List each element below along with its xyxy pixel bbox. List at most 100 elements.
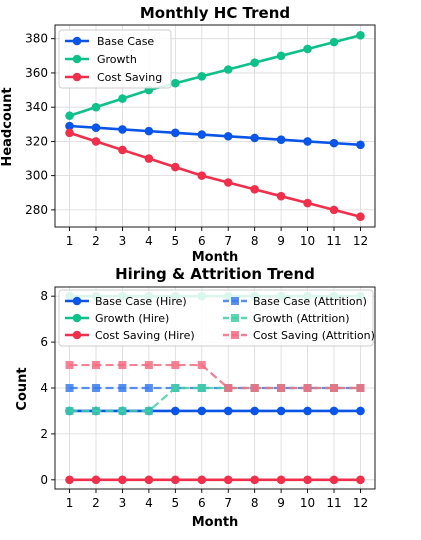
x-tick-label: 11 <box>326 234 341 248</box>
y-tick-label: 6 <box>40 335 48 349</box>
x-tick-label: 8 <box>251 234 259 248</box>
data-point <box>250 185 259 194</box>
data-point <box>171 406 180 416</box>
legend-marker <box>72 313 82 323</box>
y-tick-label: 300 <box>25 169 48 183</box>
legend-item: Cost Saving (Hire) <box>65 329 195 342</box>
x-tick-label: 1 <box>66 496 74 510</box>
legend-marker <box>231 314 239 322</box>
y-tick-label: 2 <box>40 427 48 441</box>
x-tick-label: 7 <box>224 496 232 510</box>
data-point <box>65 111 74 121</box>
legend-item: Growth (Hire) <box>65 312 169 325</box>
data-point <box>171 361 180 370</box>
x-tick-label: 1 <box>66 234 74 248</box>
legend-marker <box>72 54 82 64</box>
data-point <box>303 475 312 485</box>
data-point <box>171 128 180 138</box>
data-point <box>356 212 365 222</box>
data-point <box>144 361 153 370</box>
legend-marker <box>72 36 82 46</box>
legend: Base Case (Hire) Base Case (Attrition) Gro… <box>58 289 375 347</box>
data-point <box>250 406 259 416</box>
data-point <box>91 123 101 133</box>
x-tick-label: 3 <box>119 496 127 510</box>
data-point <box>250 58 259 67</box>
x-tick-label: 8 <box>251 496 259 510</box>
data-point <box>171 162 180 172</box>
series-base-case <box>65 121 365 150</box>
data-point <box>118 475 127 485</box>
legend-item: Base Case (Attrition) <box>223 295 367 308</box>
legend-label: Growth (Attrition) <box>253 312 350 325</box>
data-point <box>224 384 233 392</box>
data-point <box>171 78 180 88</box>
data-point <box>91 102 101 112</box>
data-point <box>223 178 233 187</box>
legend-item: Cost Saving <box>65 71 162 84</box>
legend-label: Base Case (Hire) <box>95 295 187 308</box>
legend-frame <box>58 29 172 89</box>
plot-frame <box>54 24 376 228</box>
data-point <box>356 475 365 485</box>
y-tick-label: 8 <box>40 289 48 303</box>
legend-label: Growth <box>97 53 137 66</box>
y-tick-label: 360 <box>25 66 48 80</box>
data-point <box>223 406 233 416</box>
data-point <box>276 475 286 485</box>
series-growth <box>65 30 365 121</box>
legend-item: Cost Saving (Attrition) <box>223 329 375 342</box>
y-tick-label: 4 <box>40 381 48 395</box>
data-point <box>65 128 74 138</box>
y-tick-label: 320 <box>25 134 48 148</box>
series-cost-saving-hire <box>65 475 365 485</box>
x-tick-label: 4 <box>145 496 153 510</box>
data-point <box>65 384 74 392</box>
data-point <box>250 384 259 392</box>
data-point <box>118 125 127 134</box>
data-point <box>356 140 365 150</box>
data-point <box>91 406 100 415</box>
data-point <box>197 171 207 180</box>
data-point <box>276 51 286 61</box>
y-tick-label: 380 <box>25 32 48 46</box>
data-point <box>223 65 233 74</box>
series-line <box>69 124 361 147</box>
series-cost-saving <box>65 128 365 222</box>
data-point <box>329 138 339 148</box>
data-point <box>250 133 259 143</box>
x-axis-label: Month <box>192 515 239 530</box>
data-point <box>118 145 127 155</box>
legend-label: Base Case <box>97 35 154 48</box>
data-point <box>118 361 127 370</box>
data-point <box>197 361 206 370</box>
y-axis-label: Count <box>15 367 30 410</box>
x-tick-label: 12 <box>353 496 368 510</box>
data-point <box>303 198 312 208</box>
x-axis-label: Month <box>192 250 239 265</box>
y-tick-label: 280 <box>25 203 48 217</box>
legend-marker <box>72 330 82 340</box>
data-point <box>329 205 339 215</box>
data-point <box>223 475 233 485</box>
x-tick-label: 5 <box>172 234 180 248</box>
legend-item: Base Case (Hire) <box>65 295 187 308</box>
legend-label: Base Case (Attrition) <box>253 295 367 308</box>
x-tick-label: 5 <box>172 496 180 510</box>
chart-title: Monthly HC Trend <box>140 4 290 22</box>
series-line <box>69 363 361 390</box>
data-point <box>276 191 286 201</box>
data-point <box>197 406 207 416</box>
data-point <box>118 406 127 415</box>
data-point <box>144 384 153 392</box>
data-point <box>171 475 180 485</box>
x-tick-label: 9 <box>277 234 285 248</box>
data-point <box>329 475 339 485</box>
x-tick-label: 10 <box>300 496 315 510</box>
data-point <box>197 72 207 81</box>
legend-item: Growth (Attrition) <box>223 312 350 325</box>
